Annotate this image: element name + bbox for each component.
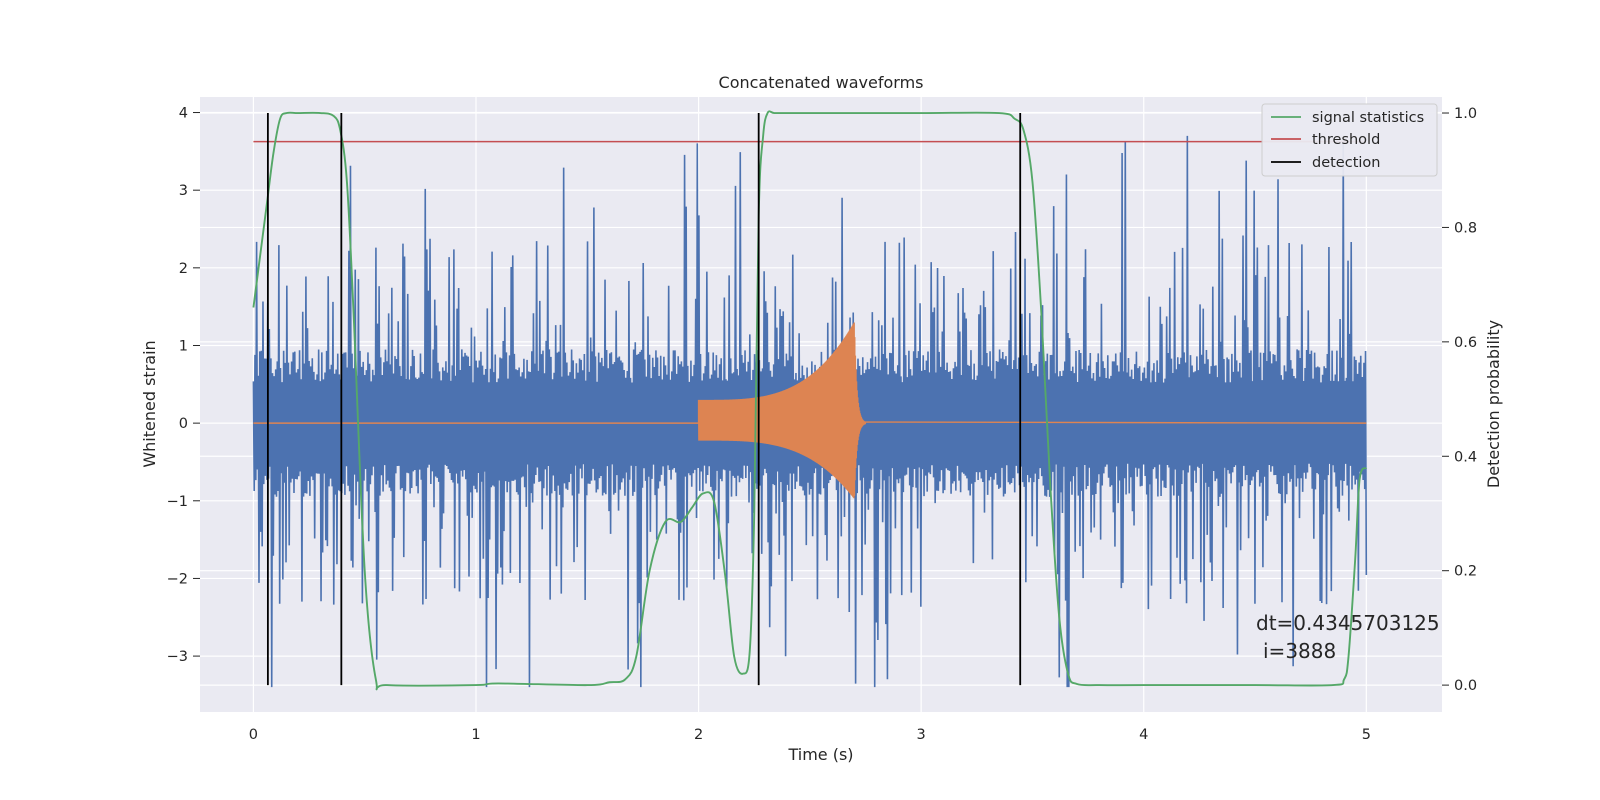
annotation-dt: dt=0.4345703125 — [1256, 611, 1440, 635]
legend-label-detection: detection — [1312, 155, 1380, 171]
x-tick-label-5: 5 — [1362, 727, 1371, 743]
legend: signal statistics threshold detection — [1261, 103, 1438, 177]
y-axis-title: Whitened strain — [140, 340, 159, 467]
y2-axis-title: Detection probability — [1484, 320, 1503, 488]
x-tick-label-1: 1 — [471, 727, 480, 743]
axes-layer: 0 1 2 3 4 5 −3 −2 −1 0 1 2 3 4 0.0 0.2 0.4 0.6 0.8 1.0 — [167, 106, 1477, 743]
annotation-i: i=3888 — [1263, 639, 1336, 663]
y2-tick-label-5: 1.0 — [1454, 106, 1477, 122]
legend-label-threshold: threshold — [1312, 132, 1380, 148]
y-tick-label-1: −2 — [167, 571, 188, 587]
legend-label-signal-statistics: signal statistics — [1312, 110, 1424, 126]
y-tick-label-0: −3 — [167, 649, 188, 665]
x-tick-label-3: 3 — [917, 727, 926, 743]
data-layer — [252, 110, 1368, 691]
y2-tick-label-0: 0.0 — [1454, 678, 1477, 694]
y2-tick-label-3: 0.6 — [1454, 335, 1477, 351]
y-tick-label-4: 1 — [179, 338, 188, 354]
template-series-line — [253, 322, 1367, 499]
x-axis-title: Time (s) — [787, 745, 853, 764]
y-tick-label-7: 4 — [179, 106, 188, 122]
x-tick-label-4: 4 — [1139, 727, 1148, 743]
x-tick-label-0: 0 — [249, 727, 258, 743]
y-tick-label-5: 2 — [179, 261, 188, 277]
y-tick-label-2: −1 — [167, 494, 188, 510]
y2-tick-label-4: 0.8 — [1454, 220, 1477, 236]
y-tick-label-6: 3 — [179, 183, 188, 199]
x-tick-label-2: 2 — [694, 727, 703, 743]
chart-title: Concatenated waveforms — [719, 73, 924, 92]
y-tick-label-3: 0 — [179, 416, 188, 432]
y2-tick-label-1: 0.2 — [1454, 564, 1477, 580]
signal-statistics-line — [252, 110, 1368, 691]
y2-tick-label-2: 0.4 — [1454, 449, 1477, 465]
legend-box — [1261, 103, 1438, 177]
